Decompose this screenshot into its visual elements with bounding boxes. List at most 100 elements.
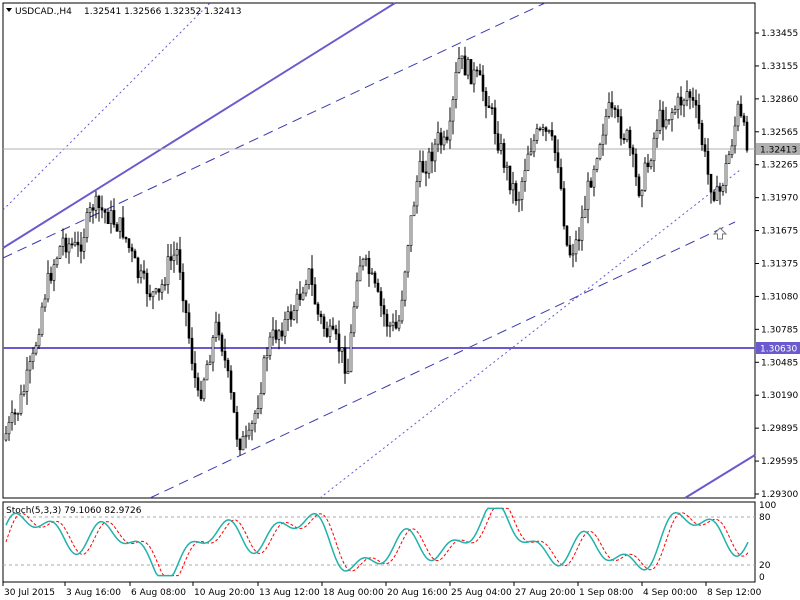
price-tick-label: 1.31675: [761, 227, 798, 237]
candle-body: [103, 209, 107, 213]
candle-body: [244, 435, 248, 438]
candle-body: [184, 300, 188, 313]
candle-body: [229, 370, 233, 393]
candle-body: [469, 59, 473, 85]
candle-body: [97, 195, 101, 209]
candle-body: [55, 258, 59, 266]
candle-body: [199, 389, 203, 400]
candle-body: [289, 311, 293, 320]
candle-body: [85, 212, 89, 238]
candle-body: [556, 152, 560, 168]
candle-body: [280, 330, 284, 337]
candle-body: [619, 116, 623, 139]
candle-body: [406, 245, 410, 273]
candle-body: [628, 129, 632, 149]
candle-body: [358, 265, 362, 282]
candle-body: [655, 129, 659, 139]
level-price-label: 1.30630: [760, 345, 797, 355]
candle-body: [136, 257, 140, 279]
candle-body: [658, 109, 662, 131]
candle-body: [523, 170, 527, 182]
candle-body: [7, 422, 11, 435]
candle-body: [367, 257, 371, 275]
candle-body: [514, 183, 518, 202]
time-tick-label: 18 Aug 00:00: [323, 588, 384, 598]
channel-upper-solid: [2, 2, 396, 249]
candle-body: [454, 71, 458, 100]
candle-body: [565, 225, 569, 246]
candle-body: [571, 253, 575, 256]
candle-body: [70, 243, 74, 246]
candle-body: [4, 433, 8, 441]
candle-body: [487, 105, 491, 108]
candle-body: [79, 244, 83, 252]
candle-body: [541, 127, 545, 130]
candle-body: [466, 59, 470, 76]
stoch-level-80: 80: [759, 513, 771, 523]
candle-body: [562, 188, 566, 227]
candle-body: [292, 310, 296, 320]
candle-body: [493, 107, 497, 134]
candle-body: [481, 74, 485, 92]
candle-body: [742, 115, 746, 123]
candle-body: [319, 313, 323, 318]
candle-body: [499, 143, 503, 151]
candle-body: [19, 393, 23, 414]
candle-body: [340, 347, 344, 352]
candle-body: [40, 306, 44, 335]
candle-body: [337, 333, 341, 352]
candle-body: [256, 408, 260, 414]
candle-body: [46, 272, 50, 300]
candle-body: [724, 163, 728, 186]
candle-body: [310, 268, 314, 285]
candle-body: [238, 439, 242, 451]
candle-body: [616, 109, 620, 117]
candle-body: [130, 247, 134, 252]
candle-body: [496, 133, 500, 151]
candle-body: [652, 137, 656, 162]
stochastic-main-line: [5, 507, 749, 577]
candle-body: [610, 102, 614, 109]
candle-body: [67, 243, 71, 253]
candle-body: [214, 321, 218, 338]
time-tick-label: 20 Aug 16:00: [387, 588, 448, 598]
candle-body: [706, 150, 710, 175]
candle-body: [160, 284, 164, 293]
candle-body: [604, 116, 608, 136]
candle-body: [472, 69, 476, 85]
price-tick-label: 1.29595: [761, 457, 798, 467]
candle-body: [622, 138, 626, 141]
candle-body: [334, 328, 338, 335]
candle-body: [178, 249, 182, 273]
chevron-down-icon[interactable]: [6, 8, 12, 12]
candle-body: [73, 241, 77, 246]
candle-body: [712, 191, 716, 201]
candle-body: [115, 224, 119, 232]
candle-body: [583, 209, 587, 219]
candle-body: [325, 328, 329, 337]
candle-body: [589, 180, 593, 188]
candle-body: [16, 413, 20, 415]
candle-body: [601, 134, 605, 145]
candle-body: [505, 165, 509, 168]
candle-body: [94, 195, 98, 211]
candle-body: [640, 190, 644, 197]
candle-body: [112, 210, 116, 225]
candle-body: [301, 292, 305, 300]
candle-body: [151, 291, 155, 298]
time-tick-label: 3 Aug 16:00: [66, 588, 121, 598]
candle-body: [139, 270, 143, 279]
candle-body: [91, 207, 95, 211]
candle-body: [145, 272, 149, 295]
candle-body: [370, 272, 374, 275]
ohlc-label: 1.32541 1.32566 1.32352 1.32413: [84, 7, 241, 17]
candle-body: [679, 96, 683, 106]
candle-body: [439, 132, 443, 146]
stoch-level-100: 100: [759, 501, 776, 511]
symbol-label: USDCAD.,H4: [15, 7, 72, 17]
candle-body: [205, 364, 209, 381]
candle-body: [364, 257, 368, 260]
candle-body: [700, 123, 704, 145]
candle-body: [739, 103, 743, 117]
